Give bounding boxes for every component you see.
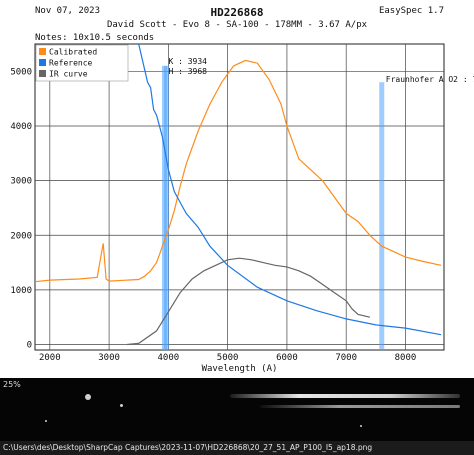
legend-swatch [39,59,46,66]
y-tick-label: 1000 [10,286,32,296]
x-tick-label: 4000 [158,353,180,363]
star-dot [360,425,362,427]
star-dot [45,420,47,422]
app-name: EasySpec 1.7 [378,6,444,16]
x-tick-label: 8000 [395,353,417,363]
legend-label: IR curve [49,70,88,79]
y-tick-label: 3000 [10,177,32,187]
series-line-ir-curve [126,257,371,346]
marker-label: K : 3934 [168,57,207,66]
legend-box [35,44,129,82]
spectrum-streak [260,405,460,408]
y-tick-label: 0 [27,341,32,351]
file-path: C:\Users\des\Desktop\SharpCap Captures\2… [0,441,474,455]
notes-label: Notes: 10x10.5 seconds [35,33,155,43]
x-tick-label: 5000 [217,353,239,363]
spectrum-chart: 2000 3000 4000 5000 6000 7000 8000 0 1000 2000 300… [10,43,474,374]
y-tick-label: 2000 [10,231,32,241]
date-label: Nov 07, 2023 [35,6,101,16]
legend-label: Calibrated [49,48,97,57]
zoom-label: 25% [3,380,21,389]
spectrum-image-strip: 25% [0,378,474,441]
spectrum-streak [230,394,460,398]
x-tick-label: 7000 [335,353,357,363]
legend-swatch [39,70,46,77]
absorption-marker [163,65,169,350]
series-line-reference [138,44,442,336]
marker-label: Fraunhofer A O2 : 7 [386,75,474,84]
x-tick-label: 3000 [98,353,120,363]
y-tick-label: 4000 [10,122,32,132]
y-tick-label: 5000 [10,67,32,77]
chart-subtitle: David Scott - Evo 8 - SA-100 - 178MM - 3… [106,20,368,30]
star-dot [85,394,91,400]
star-dot [120,404,123,407]
absorption-marker [379,82,385,350]
marker-label: H : 3968 [168,67,207,76]
x-axis-label: Wavelength (A) [202,364,278,374]
legend-label: Reference [49,59,93,68]
x-tick-label: 2000 [39,353,61,363]
plot-area [34,43,445,351]
series-line-calibrated [35,59,442,283]
x-tick-label: 6000 [276,353,298,363]
chart-title: HD226868 [210,6,264,19]
legend-swatch [39,48,46,55]
